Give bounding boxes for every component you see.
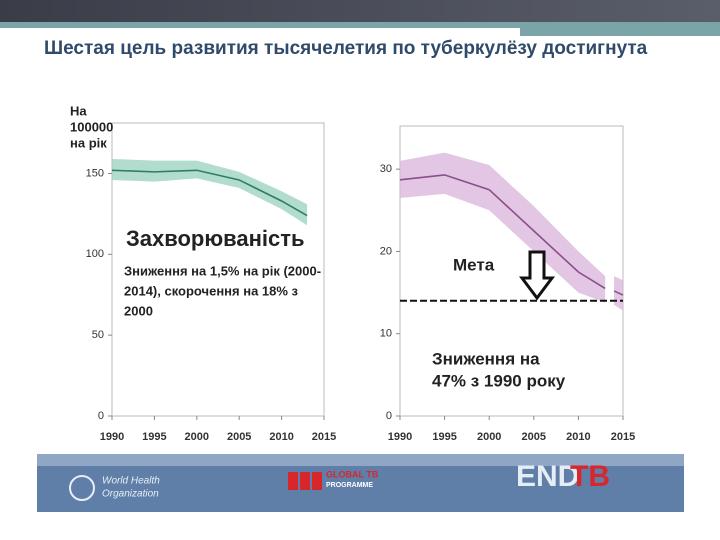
who-text: Organization [102, 489, 159, 500]
gtb-text: GLOBAL TB [326, 469, 379, 479]
annotation: 2014), скорочення на 18% з [124, 283, 299, 298]
annotation: Зниження на 1,5% на рік (2000- [124, 263, 321, 278]
y-axis-label: 100000 [70, 119, 113, 134]
top-bar [0, 0, 720, 22]
x-tick-label: 2015 [611, 431, 635, 443]
series-line [399, 174, 624, 296]
confidence-band [400, 152, 606, 303]
gtb-text: PROGRAMME [326, 482, 373, 489]
end-text: END [516, 460, 579, 493]
target-label: Мета [453, 255, 495, 274]
annotation: Зниження на [432, 349, 540, 368]
y-tick-label: 100 [86, 248, 104, 260]
gtb-block [288, 472, 298, 490]
who-text: World Health [102, 476, 160, 487]
chart-panel: 0 10 20 30 1990 1995 2000 2005 2010 2015 Мета Зниже… [380, 125, 635, 443]
annotation: 2000 [124, 303, 153, 318]
x-tick-label: 2010 [269, 431, 293, 443]
target-arrow [519, 250, 555, 301]
x-tick-label: 1995 [432, 431, 456, 443]
who-logo [69, 475, 95, 501]
x-tick-label: 1990 [100, 431, 124, 443]
annotation: 47% з 1990 року [432, 371, 566, 390]
y-tick-label: 0 [98, 410, 104, 422]
top-stripe-right [520, 28, 720, 36]
gtb-block [300, 472, 310, 490]
y-tick-label: 150 [86, 167, 104, 179]
x-tick-label: 2015 [312, 431, 336, 443]
x-tick-label: 2005 [522, 431, 546, 443]
footer-shade [37, 454, 684, 466]
y-tick-label: 20 [380, 245, 392, 257]
y-tick-label: 30 [380, 163, 392, 175]
series-line [111, 169, 308, 217]
y-tick-label: 10 [380, 328, 392, 340]
gtb-block [312, 472, 322, 490]
confidence-band [112, 158, 308, 226]
y-axis-label: на рік [70, 135, 107, 150]
x-tick-label: 2000 [185, 431, 209, 443]
plot-frame [111, 122, 325, 417]
x-tick-label: 1990 [388, 431, 412, 443]
x-tick-label: 2000 [477, 431, 501, 443]
chart-panel: 0 50 100 150 1990 1995 2000 2005 2010 2015 На10000… [70, 103, 336, 442]
x-tick-label: 2010 [566, 431, 590, 443]
x-tick-label: 2005 [227, 431, 251, 443]
y-tick-label: 0 [386, 410, 392, 422]
y-axis-label: На [70, 103, 87, 118]
x-tick-label: 1995 [142, 431, 166, 443]
plot-frame [399, 125, 624, 417]
y-tick-label: 50 [92, 329, 104, 341]
tb-text: TB [570, 460, 610, 493]
top-stripe [0, 22, 720, 28]
annotation: Захворюваність [126, 226, 305, 251]
slide-title: Шестая цель развития тысячелетия по тубе… [44, 38, 648, 59]
